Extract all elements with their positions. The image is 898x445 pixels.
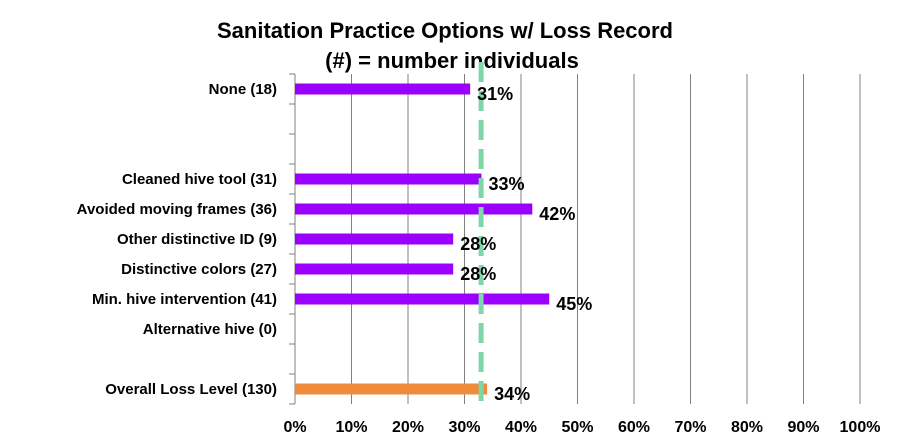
category-label: Distinctive colors (27) [121,261,277,278]
x-tick-label: 60% [618,419,650,436]
chart-title: Sanitation Practice Options w/ Loss Reco… [217,18,673,43]
x-tick-label: 10% [335,419,367,436]
data-label: 31% [477,84,513,104]
category-label: Cleaned hive tool (31) [122,171,277,188]
category-label: Overall Loss Level (130) [105,381,277,398]
x-tick-label: 50% [561,419,593,436]
data-label: 28% [460,264,496,284]
x-tick-label: 0% [283,419,306,436]
category-label: None (18) [209,81,277,98]
overall-bar [295,383,488,395]
chart-subtitle: (#) = number individuals [325,48,579,73]
data-label: 34% [494,384,530,404]
x-tick-label: 100% [840,419,881,436]
data-label: 42% [539,204,575,224]
category-label: Avoided moving frames (36) [77,201,277,218]
bar [295,263,454,275]
category-label: Alternative hive (0) [143,321,277,338]
category-label: Other distinctive ID (9) [117,231,277,248]
bar [295,203,533,215]
data-label: 45% [556,294,592,314]
bar [295,233,454,245]
x-tick-label: 90% [787,419,819,436]
bar [295,83,471,95]
bar [295,173,482,185]
x-tick-label: 80% [731,419,763,436]
data-label: 33% [488,174,524,194]
grid-layer [289,73,861,405]
x-tick-label: 20% [392,419,424,436]
x-tick-label: 30% [448,419,480,436]
category-label: Min. hive intervention (41) [92,291,277,308]
bars-layer [295,83,550,395]
bar [295,293,550,305]
labels-layer: 0% 10% 20% 30% 40% 50% 60% 70% 80% 90% 100% None (1… [77,81,881,436]
data-label: 28% [460,234,496,254]
x-tick-label: 40% [505,419,537,436]
x-tick-label: 70% [674,419,706,436]
